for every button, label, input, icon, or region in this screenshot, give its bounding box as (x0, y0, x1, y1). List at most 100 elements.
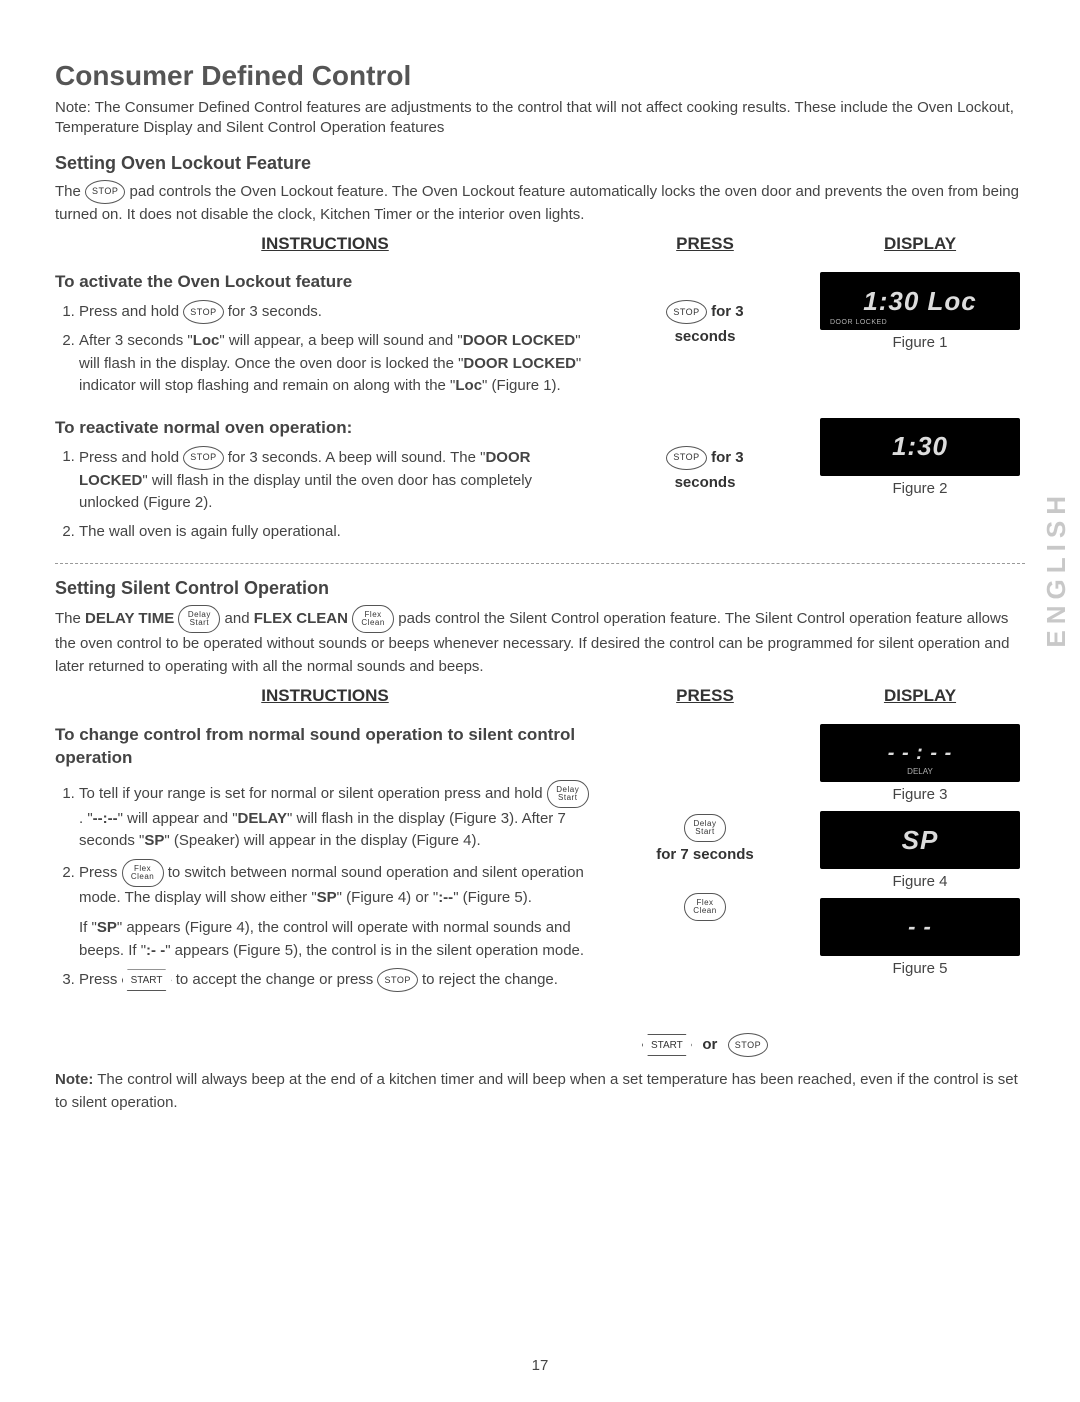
silent-heading: To change control from normal sound oper… (55, 724, 595, 770)
language-side-label: ENGLISH (1041, 490, 1072, 648)
page-number: 17 (532, 1357, 549, 1374)
pad-line2: Clean (361, 619, 384, 627)
figure-caption: Figure 1 (815, 334, 1025, 351)
stop-pad-icon: STOP (728, 1033, 768, 1057)
page-container: Consumer Defined Control Note: The Consu… (55, 60, 1025, 1114)
instructions-header: INSTRUCTIONS (55, 686, 595, 706)
text: Press (79, 864, 122, 881)
text: to reject the change. (422, 971, 558, 988)
stop-pad-icon: STOP (377, 968, 417, 992)
page-title: Consumer Defined Control (55, 60, 1025, 92)
display-panel-3: - - : - - DELAY (820, 724, 1020, 782)
display-panel-5: - - (820, 898, 1020, 956)
step2-para2: If "SP" appears (Figure 4), the control … (79, 917, 595, 962)
display-panel-2: 1:30 (820, 418, 1020, 476)
final-note: Note: The control will always beep at th… (55, 1069, 1025, 1114)
list-item: Press START to accept the change or pres… (79, 968, 595, 992)
text: and (225, 610, 254, 627)
figure-caption: Figure 5 (815, 960, 1025, 977)
text: To tell if your range is set for normal … (79, 785, 547, 802)
start-pad-icon: START (122, 969, 172, 991)
divider-line (55, 563, 1025, 564)
list-item: Press and hold STOP for 3 seconds. (79, 300, 595, 324)
list-item: To tell if your range is set for normal … (79, 780, 595, 853)
activate-heading: To activate the Oven Lockout feature (55, 272, 595, 292)
stop-pad-icon: STOP (183, 446, 223, 470)
text: Press and hold (79, 448, 183, 465)
display-main-text: SP (902, 825, 939, 856)
text: After 3 seconds "Loc" will appear, a bee… (79, 332, 581, 394)
silent-steps: To tell if your range is set for normal … (55, 780, 595, 993)
press-label: seconds (615, 474, 795, 491)
display-header: DISPLAY (815, 234, 1025, 254)
flex-clean-bold: FLEX CLEAN (254, 610, 348, 627)
activate-display: 1:30 Loc DOOR LOCKED Figure 1 (815, 272, 1025, 404)
pad-line2: Clean (693, 907, 716, 915)
silent-display: - - : - - DELAY Figure 3 SP Figure 4 - -… (815, 724, 1025, 1057)
pad-line2: Start (695, 828, 714, 836)
text: Press (79, 971, 122, 988)
stop-pad-icon: STOP (666, 300, 706, 324)
stop-pad-icon: STOP (183, 300, 223, 324)
start-pad-icon: START (642, 1034, 692, 1056)
section-lockout-heading: Setting Oven Lockout Feature (55, 153, 1025, 174)
activate-row: To activate the Oven Lockout feature Pre… (55, 272, 1025, 404)
silent-row: To change control from normal sound oper… (55, 724, 1025, 1057)
delay-start-pad-icon: Delay Start (178, 605, 220, 633)
intro-note: Note: The Consumer Defined Control featu… (55, 98, 1025, 139)
press-label: for 7 seconds (615, 846, 795, 863)
text-pre: The (55, 182, 85, 199)
press-suffix: for 3 (711, 449, 744, 466)
reactivate-row: To reactivate normal oven operation: Pre… (55, 418, 1025, 550)
flex-clean-pad-icon: Flex Clean (352, 605, 394, 633)
silent-instructions: To change control from normal sound oper… (55, 724, 595, 1057)
list-item: Press Flex Clean to switch between norma… (79, 859, 595, 963)
pad-line2: Start (190, 619, 209, 627)
display-header: DISPLAY (815, 686, 1025, 706)
delay-start-pad-icon: Delay Start (684, 814, 726, 842)
or-text: or (702, 1036, 717, 1053)
section-silent-para: The DELAY TIME Delay Start and FLEX CLEA… (55, 605, 1025, 678)
reactivate-instructions: To reactivate normal oven operation: Pre… (55, 418, 595, 550)
column-header-row-1: INSTRUCTIONS PRESS DISPLAY (55, 234, 1025, 264)
activate-instructions: To activate the Oven Lockout feature Pre… (55, 272, 595, 404)
stop-pad-icon: STOP (666, 446, 706, 470)
reactivate-heading: To reactivate normal oven operation: (55, 418, 595, 438)
text: . "--:--" will appear and "DELAY" will f… (79, 810, 566, 850)
delay-start-pad-icon: Delay Start (547, 780, 589, 808)
text: The (55, 610, 85, 627)
activate-steps: Press and hold STOP for 3 seconds. After… (55, 300, 595, 398)
press-header: PRESS (615, 686, 795, 706)
stop-pad-icon: STOP (85, 180, 125, 204)
section-lockout-para: The STOP pad controls the Oven Lockout f… (55, 180, 1025, 227)
press-suffix: for 3 (711, 303, 744, 320)
instructions-header: INSTRUCTIONS (55, 234, 595, 254)
press-label: seconds (615, 328, 795, 345)
delay-time-bold: DELAY TIME (85, 610, 174, 627)
display-main-text: 1:30 Loc (863, 286, 977, 317)
flex-clean-pad-icon: Flex Clean (684, 893, 726, 921)
reactivate-steps: Press and hold STOP for 3 seconds. A bee… (55, 446, 595, 544)
list-item: Press and hold STOP for 3 seconds. A bee… (79, 446, 595, 515)
display-main-text: - - (908, 914, 932, 940)
press-start-or-stop: START or STOP (615, 1033, 795, 1057)
reactivate-display: 1:30 Figure 2 (815, 418, 1025, 550)
section-silent-heading: Setting Silent Control Operation (55, 578, 1025, 599)
figure-caption: Figure 4 (815, 873, 1025, 890)
activate-press: STOP for 3 seconds (615, 272, 795, 404)
list-item: After 3 seconds "Loc" will appear, a bee… (79, 330, 595, 398)
display-main-text: 1:30 (892, 431, 948, 462)
pad-line2: Start (558, 794, 577, 802)
figure-caption: Figure 3 (815, 786, 1025, 803)
text: to accept the change or press (176, 971, 378, 988)
text: Press and hold (79, 303, 183, 320)
display-main-text: - - : - - (888, 742, 953, 765)
display-panel-4: SP (820, 811, 1020, 869)
column-header-row-2: INSTRUCTIONS PRESS DISPLAY (55, 686, 1025, 716)
display-delay-text: DELAY (907, 767, 933, 776)
flex-clean-pad-icon: Flex Clean (122, 859, 164, 887)
figure-caption: Figure 2 (815, 480, 1025, 497)
text: for 3 seconds. (228, 303, 322, 320)
display-panel-1: 1:30 Loc DOOR LOCKED (820, 272, 1020, 330)
list-item: The wall oven is again fully operational… (79, 521, 595, 544)
